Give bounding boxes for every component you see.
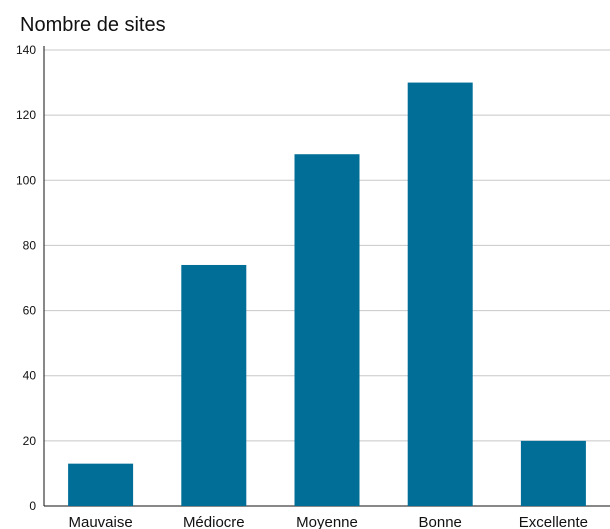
bar-bonne bbox=[407, 82, 473, 507]
y-tick-label: 40 bbox=[23, 369, 37, 383]
x-tick-label: Médiocre bbox=[183, 514, 245, 529]
x-tick-label: Excellente bbox=[519, 514, 588, 529]
x-tick-label: Bonne bbox=[419, 514, 462, 529]
y-tick-label: 0 bbox=[29, 499, 36, 513]
y-tick-label: 120 bbox=[16, 108, 36, 122]
x-tick-label: Mauvaise bbox=[68, 514, 132, 529]
y-tick-label: 80 bbox=[23, 238, 37, 252]
chart-title: Nombre de sites bbox=[20, 14, 166, 36]
y-tick-label: 100 bbox=[16, 173, 36, 187]
bar-mauvaise bbox=[68, 463, 134, 506]
y-tick-label: 20 bbox=[23, 434, 37, 448]
y-tick-label: 60 bbox=[23, 304, 37, 318]
y-tick-label: 140 bbox=[16, 43, 36, 57]
bar-moyenne bbox=[294, 154, 360, 506]
bar-excellente bbox=[520, 440, 586, 506]
x-tick-label: Moyenne bbox=[296, 514, 358, 529]
bar-médiocre bbox=[181, 264, 247, 506]
